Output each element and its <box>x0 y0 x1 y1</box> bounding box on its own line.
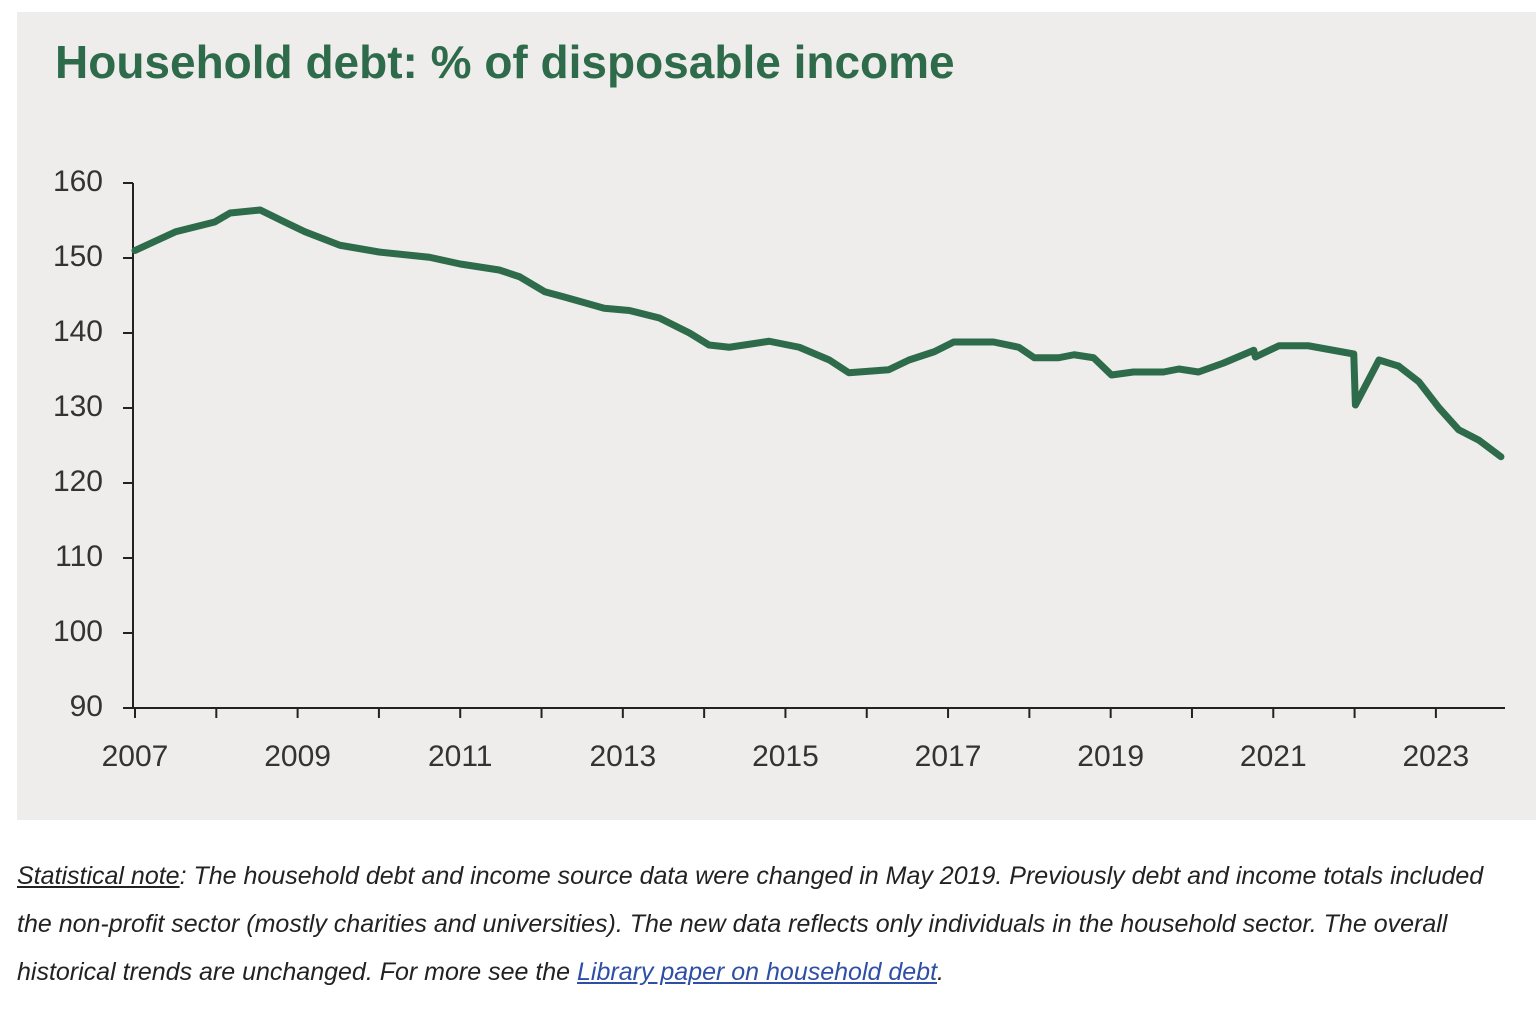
y-tick-label: 150 <box>53 240 103 273</box>
x-tick-label: 2013 <box>589 740 656 773</box>
chart-background <box>17 12 1536 820</box>
note-end: . <box>937 958 944 986</box>
note-text: : The household debt and income source d… <box>17 862 1484 986</box>
x-tick-label: 2009 <box>264 740 331 773</box>
y-tick-label: 100 <box>53 615 103 648</box>
note-link[interactable]: Library paper on household debt <box>577 958 938 986</box>
note-label: Statistical note <box>17 862 180 890</box>
x-tick-label: 2011 <box>428 740 493 773</box>
data-line <box>131 206 1505 461</box>
chart: Household debt: % of disposable income 9… <box>17 12 1536 820</box>
x-tick-label: 2007 <box>102 740 169 773</box>
x-tick-label: 2015 <box>752 740 819 773</box>
y-tick-label: 130 <box>53 390 103 423</box>
y-tick-label: 90 <box>70 690 103 723</box>
x-tick-label: 2021 <box>1240 740 1307 773</box>
x-tick-label: 2019 <box>1077 740 1144 773</box>
y-tick-label: 110 <box>55 540 103 573</box>
statistical-note: Statistical note: The household debt and… <box>17 852 1497 996</box>
x-tick-label: 2017 <box>915 740 982 773</box>
y-tick-label: 120 <box>53 465 103 498</box>
y-tick-label: 160 <box>53 165 103 198</box>
chart-title: Household debt: % of disposable income <box>55 36 955 88</box>
x-tick-label: 2023 <box>1403 740 1470 773</box>
y-tick-label: 140 <box>53 315 103 348</box>
